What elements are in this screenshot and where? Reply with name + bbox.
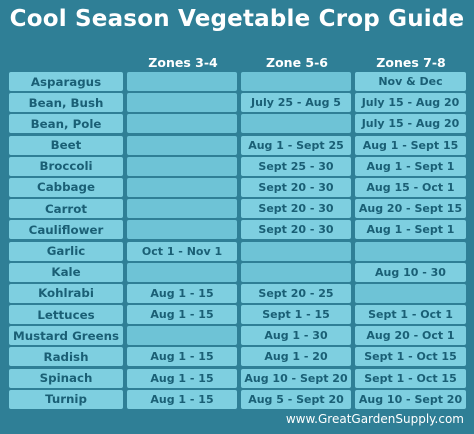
table-row: Kale Aug 10 - 30 bbox=[9, 262, 466, 284]
planting-date-cell: Sept 20 - 25 bbox=[241, 283, 351, 303]
planting-date-cell bbox=[241, 262, 351, 282]
planting-date-cell: Sept 1 - Oct 15 bbox=[355, 368, 466, 388]
website-footer: www.GreatGardenSupply.com bbox=[285, 412, 464, 426]
table-row: Spinach Aug 1 - 15 Aug 10 - Sept 20 Sept 1 … bbox=[9, 368, 466, 390]
crop-name-cell: Lettuces bbox=[9, 305, 123, 325]
planting-date-cell: Sept 20 - 30 bbox=[241, 220, 351, 240]
planting-date-cell bbox=[127, 156, 237, 176]
planting-date-cell bbox=[241, 72, 351, 91]
planting-date-cell: Aug 1 - Sept 25 bbox=[241, 135, 351, 155]
planting-date-cell: Aug 5 - Sept 20 bbox=[241, 389, 351, 409]
crop-name-cell: Beet bbox=[9, 135, 123, 155]
column-header-zones-7-8: Zones 7-8 bbox=[376, 55, 446, 70]
table-row: Carrot Sept 20 - 30 Aug 20 - Sept 15 bbox=[9, 199, 466, 220]
crop-table: Asparagus Nov & Dec Bean, Bush July 25 - Au… bbox=[9, 72, 466, 411]
planting-date-cell: July 15 - Aug 20 bbox=[355, 114, 466, 134]
planting-date-cell: Aug 1 - Sept 15 bbox=[355, 135, 466, 155]
planting-date-cell: Aug 10 - 30 bbox=[355, 262, 466, 282]
planting-date-cell bbox=[127, 114, 237, 134]
crop-name-cell: Kale bbox=[9, 262, 123, 282]
planting-date-cell: Aug 20 - Oct 1 bbox=[355, 326, 466, 346]
crop-name-cell: Carrot bbox=[9, 199, 123, 219]
planting-date-cell: Aug 1 - Sept 1 bbox=[355, 220, 466, 240]
planting-date-cell: Aug 20 - Sept 15 bbox=[355, 199, 466, 219]
crop-name-cell: Radish bbox=[9, 347, 123, 367]
planting-date-cell: Aug 1 - 15 bbox=[127, 368, 237, 388]
table-row: Bean, Bush July 25 - Aug 5 July 15 - Aug 2… bbox=[9, 93, 466, 114]
planting-date-cell bbox=[127, 135, 237, 155]
column-header-zones-3-4: Zones 3-4 bbox=[148, 55, 218, 70]
planting-date-cell: July 15 - Aug 20 bbox=[355, 93, 466, 113]
column-header-zone-5-6: Zone 5-6 bbox=[266, 55, 328, 70]
planting-date-cell: Sept 1 - Oct 1 bbox=[355, 305, 466, 325]
planting-date-cell bbox=[127, 199, 237, 219]
planting-date-cell: July 25 - Aug 5 bbox=[241, 93, 351, 113]
planting-date-cell bbox=[127, 262, 237, 282]
table-row: Cauliflower Sept 20 - 30 Aug 1 - Sept 1 bbox=[9, 220, 466, 241]
crop-name-cell: Kohlrabi bbox=[9, 283, 123, 303]
crop-name-cell: Bean, Bush bbox=[9, 93, 123, 113]
table-row: Radish Aug 1 - 15 Aug 1 - 20 Sept 1 - Oct 1… bbox=[9, 347, 466, 368]
planting-date-cell: Aug 15 - Oct 1 bbox=[355, 177, 466, 197]
planting-date-cell: Aug 1 - 15 bbox=[127, 283, 237, 303]
planting-date-cell bbox=[355, 283, 466, 303]
planting-date-cell: Sept 25 - 30 bbox=[241, 156, 351, 176]
planting-date-cell: Aug 1 - 20 bbox=[241, 347, 351, 367]
crop-name-cell: Broccoli bbox=[9, 156, 123, 176]
table-row: Turnip Aug 1 - 15 Aug 5 - Sept 20 Aug 10 - … bbox=[9, 389, 466, 411]
planting-date-cell: Aug 10 - Sept 20 bbox=[355, 389, 466, 409]
crop-name-cell: Mustard Greens bbox=[9, 326, 123, 346]
crop-name-cell: Spinach bbox=[9, 368, 123, 388]
planting-date-cell bbox=[127, 220, 237, 240]
planting-date-cell: Aug 10 - Sept 20 bbox=[241, 368, 351, 388]
planting-date-cell: Aug 1 - 15 bbox=[127, 347, 237, 367]
planting-date-cell: Aug 1 - 15 bbox=[127, 305, 237, 325]
crop-name-cell: Turnip bbox=[9, 389, 123, 409]
table-row: Beet Aug 1 - Sept 25 Aug 1 - Sept 15 bbox=[9, 135, 466, 157]
planting-date-cell bbox=[127, 93, 237, 113]
table-row: Cabbage Sept 20 - 30 Aug 15 - Oct 1 bbox=[9, 177, 466, 199]
planting-date-cell: Sept 1 - 15 bbox=[241, 305, 351, 325]
planting-date-cell bbox=[127, 177, 237, 197]
table-row: Garlic Oct 1 - Nov 1 bbox=[9, 241, 466, 263]
crop-name-cell: Asparagus bbox=[9, 72, 123, 91]
planting-date-cell bbox=[241, 114, 351, 134]
crop-name-cell: Cabbage bbox=[9, 177, 123, 197]
planting-date-cell bbox=[127, 72, 237, 91]
table-row: Bean, Pole July 15 - Aug 20 bbox=[9, 114, 466, 135]
planting-date-cell: Oct 1 - Nov 1 bbox=[127, 241, 237, 261]
table-row: Broccoli Sept 25 - 30 Aug 1 - Sept 1 bbox=[9, 156, 466, 178]
planting-date-cell: Sept 20 - 30 bbox=[241, 177, 351, 197]
planting-date-cell: Aug 1 - 30 bbox=[241, 326, 351, 346]
page-title: Cool Season Vegetable Crop Guide bbox=[9, 6, 465, 32]
table-row: Mustard Greens Aug 1 - 30 Aug 20 - Oct 1 bbox=[9, 326, 466, 347]
planting-date-cell: Aug 1 - 15 bbox=[127, 389, 237, 409]
crop-name-cell: Garlic bbox=[9, 241, 123, 261]
planting-date-cell bbox=[241, 241, 351, 261]
crop-name-cell: Cauliflower bbox=[9, 220, 123, 240]
planting-date-cell: Aug 1 - Sept 1 bbox=[355, 156, 466, 176]
table-row: Lettuces Aug 1 - 15 Sept 1 - 15 Sept 1 - Oc… bbox=[9, 305, 466, 326]
table-row: Asparagus Nov & Dec bbox=[9, 72, 466, 93]
planting-date-cell: Sept 1 - Oct 15 bbox=[355, 347, 466, 367]
planting-date-cell: Sept 20 - 30 bbox=[241, 199, 351, 219]
planting-date-cell bbox=[355, 241, 466, 261]
planting-date-cell: Nov & Dec bbox=[355, 72, 466, 91]
crop-name-cell: Bean, Pole bbox=[9, 114, 123, 134]
table-row: Kohlrabi Aug 1 - 15 Sept 20 - 25 bbox=[9, 283, 466, 305]
planting-date-cell bbox=[127, 326, 237, 346]
